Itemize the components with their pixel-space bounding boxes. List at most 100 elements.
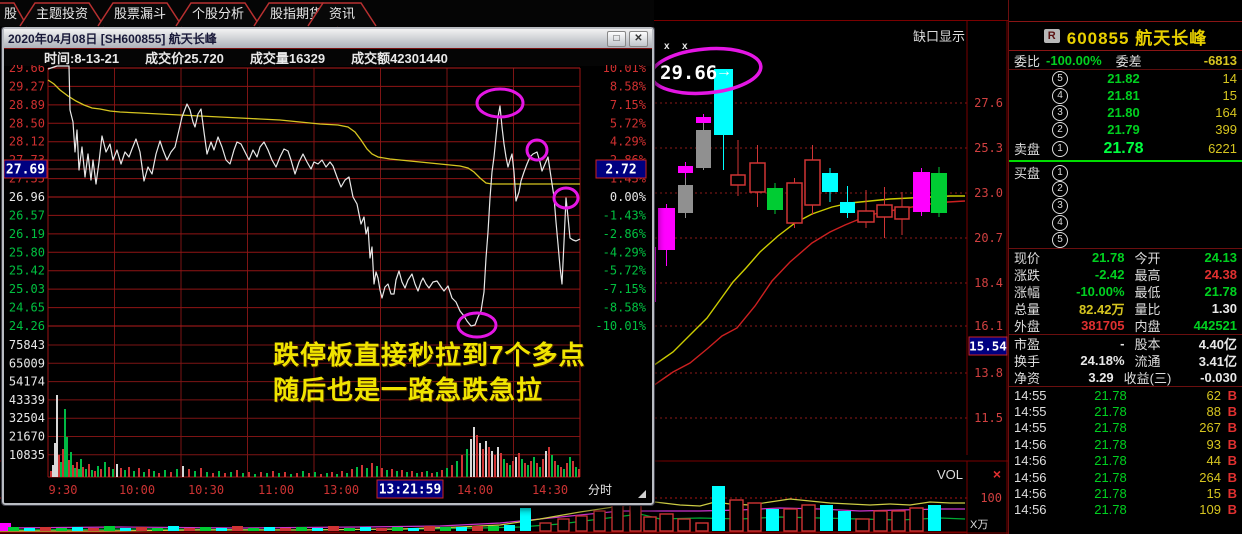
svg-text:-10.01%: -10.01% (595, 319, 646, 333)
tab-股票漏斗[interactable]: 股票漏斗 (97, 2, 183, 27)
best-price-divider (1009, 160, 1242, 162)
tick-row: 14:55 21.78 62 B (1014, 387, 1237, 403)
svg-text:75843: 75843 (9, 338, 45, 352)
svg-text:-8.58%: -8.58% (603, 301, 647, 315)
svg-text:→: → (716, 63, 732, 80)
svg-text:10:30: 10:30 (188, 483, 224, 497)
quote-header: R 600855 航天长峰 (1009, 21, 1242, 51)
magenta-circle-annotation (552, 186, 580, 210)
intraday-chart: 29.6629.2728.8928.5028.1227.7327.3526.96… (4, 65, 647, 499)
svg-text:主题投资: 主题投资 (36, 6, 88, 21)
tab-partial[interactable]: 股 (4, 6, 17, 21)
tick-row: 14:56 21.78 93 B (1014, 436, 1237, 452)
svg-text:26.19: 26.19 (9, 227, 45, 241)
mode-label-fenshi[interactable]: 分时 (588, 483, 612, 497)
buy-order-row: 2 (1009, 180, 1242, 197)
svg-text:股票漏斗: 股票漏斗 (114, 6, 166, 21)
svg-text:21670: 21670 (9, 430, 45, 444)
crosshair-price-label: 27.69 (4, 159, 48, 179)
maximize-button[interactable]: □ (607, 30, 626, 47)
tick-row: 14:56 21.78 109 B (1014, 502, 1237, 518)
annotation-line2: 随后也是一路急跌急拉 (273, 375, 544, 405)
svg-text:11:00: 11:00 (258, 483, 294, 497)
svg-text:25.80: 25.80 (9, 245, 45, 259)
svg-text:股指期货: 股指期货 (270, 6, 322, 21)
svg-text:10.01%: 10.01% (603, 65, 647, 75)
svg-text:-5.72%: -5.72% (603, 264, 647, 278)
stat-row: 净资 3.29 收益(三) -0.030 (1014, 370, 1238, 386)
resize-grip-icon[interactable] (638, 490, 646, 498)
trade-price: 成交价25.720 (145, 51, 224, 66)
svg-text:15.54: 15.54 (969, 339, 1007, 354)
sell-order-row: 5 21.82 14 (1009, 70, 1242, 87)
svg-text:9:30: 9:30 (49, 483, 78, 497)
svg-text:X万: X万 (970, 519, 988, 531)
svg-text:-1.43%: -1.43% (603, 208, 647, 222)
weibi-label: 委比 (1014, 53, 1041, 69)
weicha-label: 委差 (1115, 53, 1142, 69)
tick-row: 14:56 21.78 44 B (1014, 453, 1237, 469)
svg-text:29.27: 29.27 (9, 79, 45, 93)
svg-text:-2.86%: -2.86% (603, 227, 647, 241)
trade-volume: 成交量16329 (249, 51, 326, 66)
top-tab-bar: 股 主题投资 股票漏斗 个股分析 股指期货 资讯 (0, 0, 654, 27)
sell-order-row: 卖盘 1 21.78 6221 (1014, 139, 1237, 158)
gap-display-label[interactable]: 缺口显示 (913, 29, 965, 44)
svg-text:13:21:59: 13:21:59 (379, 483, 442, 498)
stat-row: 现价 21.78 今开 24.13 (1014, 250, 1238, 266)
tab-资讯[interactable]: 资讯 (307, 2, 377, 27)
magenta-circle-annotation (525, 138, 549, 162)
svg-text:14:00: 14:00 (457, 483, 493, 497)
svg-text:23.0: 23.0 (974, 186, 1003, 200)
svg-text:资讯: 资讯 (329, 6, 355, 21)
svg-text:100: 100 (980, 491, 1002, 505)
buy-order-row: 5 (1009, 231, 1242, 248)
svg-text:2.72: 2.72 (605, 163, 636, 178)
annotation-line1: 跌停板直接秒拉到7个多点 (273, 340, 586, 370)
stock-code-name: 600855 航天长峰 (1066, 28, 1208, 48)
svg-text:29.66: 29.66 (9, 65, 45, 75)
sell-order-row: 4 21.81 15 (1009, 87, 1242, 104)
magenta-circle-annotation (456, 311, 498, 339)
svg-text:65009: 65009 (9, 356, 45, 370)
buy-order-row: 3 (1009, 197, 1242, 214)
weibi-row: 委比 -100.00% 委差 -6813 (1009, 51, 1242, 70)
svg-text:28.50: 28.50 (9, 116, 45, 130)
tab-主题投资[interactable]: 主题投资 (19, 2, 105, 27)
trade-info-row: 时间:8-13-21 成交价25.720 成交量16329 成交额4230144… (4, 48, 652, 66)
svg-text:24.26: 24.26 (9, 319, 45, 333)
weibi-value: -100.00% (1046, 52, 1102, 68)
close-pane-icon[interactable]: × (993, 466, 1001, 482)
svg-text:16.1: 16.1 (974, 319, 1003, 333)
stat-row: 总量 82.42万 量比 1.30 (1014, 301, 1238, 317)
vol-indicator-label[interactable]: VOL (937, 467, 963, 482)
popup-titlebar[interactable]: 2020年04月08日 [SH600855] 航天长峰 □ ✕ (4, 29, 652, 48)
svg-text:26.57: 26.57 (9, 208, 45, 222)
close-button[interactable]: ✕ (629, 30, 648, 47)
tick-row: 14:56 21.78 15 B (1014, 486, 1237, 502)
svg-text:10835: 10835 (9, 448, 45, 462)
magenta-circle-annotation (475, 87, 525, 119)
svg-text:8.58%: 8.58% (610, 79, 647, 93)
svg-text:28.12: 28.12 (9, 135, 45, 149)
svg-text:13:00: 13:00 (323, 483, 359, 497)
quote-body: 5 21.82 14 4 21.81 15 3 21.80 164 2 21.79 399 卖盘 1 21.… (1009, 70, 1242, 534)
svg-text:28.89: 28.89 (9, 98, 45, 112)
stat-row: 外盘 381705 内盘 442521 (1014, 318, 1238, 334)
sell-order-row: 2 21.79 399 (1009, 121, 1242, 138)
svg-text:29.66: 29.66 (660, 62, 717, 84)
kline-chart: 27.6 25.3 23.0 20.7 18.4 16.1 13.8 11.5 x x 29.66→… (636, 20, 1008, 455)
svg-text:20.7: 20.7 (974, 231, 1003, 245)
tab-个股分析[interactable]: 个股分析 (175, 2, 261, 27)
trade-time: 时间:8-13-21 (44, 51, 120, 66)
svg-text:4.29%: 4.29% (610, 135, 647, 149)
intraday-popup-window: 2020年04月08日 [SH600855] 航天长峰 □ ✕ 时间:8-13-… (1, 26, 655, 506)
svg-text:0.00%: 0.00% (610, 190, 647, 204)
svg-text:14:30: 14:30 (532, 483, 568, 497)
svg-text:-7.15%: -7.15% (603, 282, 647, 296)
popup-title: 2020年04月08日 [SH600855] 航天长峰 (8, 32, 217, 46)
divider (1009, 334, 1242, 335)
crosshair-time-label: 13:21:59 (376, 479, 444, 499)
svg-text:24.65: 24.65 (9, 301, 45, 315)
tick-row: 14:56 21.78 264 B (1014, 469, 1237, 485)
